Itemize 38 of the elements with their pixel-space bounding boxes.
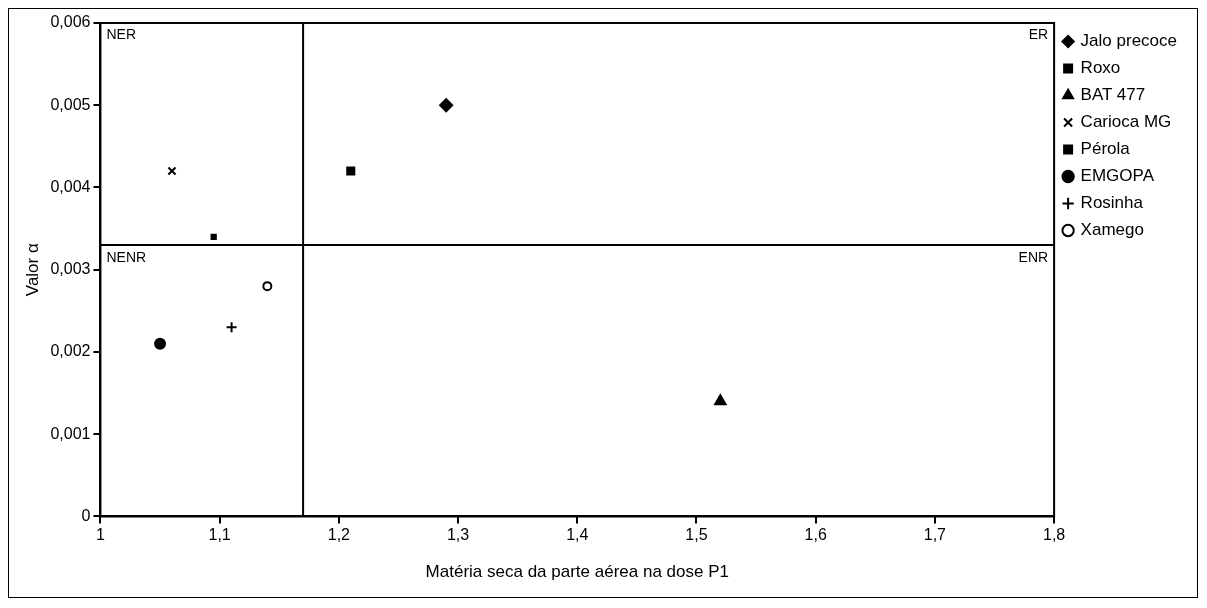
y-tick-label: 0,005	[50, 95, 91, 113]
point	[346, 166, 356, 176]
y-tick-label: 0,002	[50, 342, 91, 360]
legend-label: Rosinha	[1080, 193, 1144, 213]
legend-label: Jalo precoce	[1080, 31, 1177, 51]
y-tick-label: 0,001	[50, 424, 91, 442]
x-tick-label: 1,2	[327, 526, 351, 544]
legend-label: EMGOPA	[1080, 166, 1155, 186]
point	[439, 98, 454, 113]
point	[262, 281, 273, 292]
x-tick-label: 1	[95, 526, 105, 544]
y-tick-label: 0,004	[50, 177, 91, 195]
y-tick-label: 0	[81, 506, 91, 524]
point	[154, 337, 167, 350]
legend-label: Pérola	[1080, 139, 1131, 159]
y-tick-label: 0,003	[50, 260, 91, 278]
annotation: NENR	[106, 248, 147, 265]
annotation: ER	[1028, 25, 1049, 42]
point	[225, 321, 238, 334]
x-tick-label: 1,7	[923, 526, 947, 544]
annotation: ENR	[1018, 248, 1049, 265]
annotation: NER	[106, 25, 136, 42]
legend-label: BAT 477	[1080, 85, 1146, 105]
x-tick-label: 1,8	[1042, 526, 1066, 544]
x-tick-label: 1,5	[685, 526, 708, 544]
legend-label: Xamego	[1080, 220, 1144, 240]
y-tick-label: 0,006	[50, 13, 91, 31]
point	[167, 166, 177, 176]
point	[210, 233, 217, 240]
y-axis-title: Valor α	[22, 243, 42, 297]
x-tick-label: 1,1	[208, 526, 231, 544]
point	[714, 394, 727, 406]
x-axis-title: Matéria seca da parte aérea na dose P1	[425, 562, 729, 582]
x-tick-label: 1,4	[566, 526, 589, 544]
legend-label: Roxo	[1080, 58, 1121, 78]
x-tick-label: 1,6	[804, 526, 827, 544]
legend-label: Carioca MG	[1080, 112, 1172, 132]
x-tick-label: 1,3	[446, 526, 470, 544]
